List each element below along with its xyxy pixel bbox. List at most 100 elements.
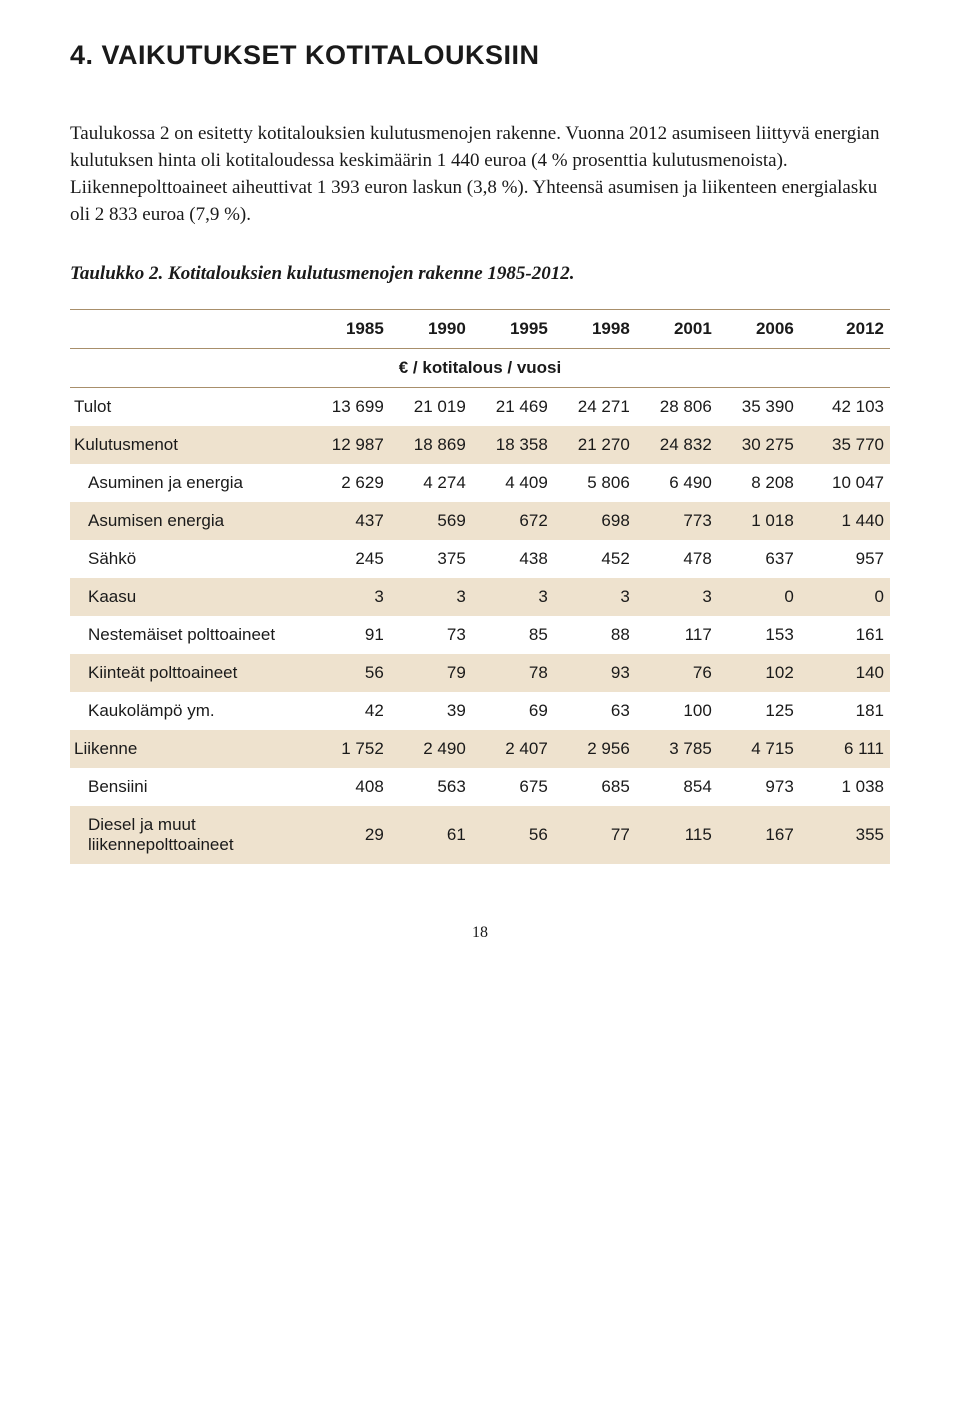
table-row: Kulutusmenot12 98718 86918 35821 27024 8… — [70, 426, 890, 464]
table-row: Asumisen energia4375696726987731 0181 44… — [70, 502, 890, 540]
cell-value: 773 — [636, 502, 718, 540]
cell-value: 18 358 — [472, 426, 554, 464]
cell-value: 91 — [308, 616, 390, 654]
row-label: Tulot — [70, 387, 308, 426]
cell-value: 21 469 — [472, 387, 554, 426]
table-row: Sähkö245375438452478637957 — [70, 540, 890, 578]
table-row: Asuminen ja energia2 6294 2744 4095 8066… — [70, 464, 890, 502]
cell-value: 93 — [554, 654, 636, 692]
cell-value: 8 208 — [718, 464, 800, 502]
year-col: 1985 — [308, 309, 390, 348]
cell-value: 63 — [554, 692, 636, 730]
cell-value: 79 — [390, 654, 472, 692]
cell-value: 3 — [636, 578, 718, 616]
cell-value: 42 103 — [800, 387, 890, 426]
cell-value: 6 490 — [636, 464, 718, 502]
table-row: Liikenne1 7522 4902 4072 9563 7854 7156 … — [70, 730, 890, 768]
cell-value: 21 270 — [554, 426, 636, 464]
cell-value: 78 — [472, 654, 554, 692]
year-col: 2012 — [800, 309, 890, 348]
cell-value: 2 490 — [390, 730, 472, 768]
cell-value: 102 — [718, 654, 800, 692]
cell-value: 698 — [554, 502, 636, 540]
cell-value: 0 — [718, 578, 800, 616]
cell-value: 3 — [308, 578, 390, 616]
cell-value: 5 806 — [554, 464, 636, 502]
cell-value: 85 — [472, 616, 554, 654]
year-col: 2001 — [636, 309, 718, 348]
year-col: 1995 — [472, 309, 554, 348]
table-header-row: 1985 1990 1995 1998 2001 2006 2012 — [70, 309, 890, 348]
cell-value: 56 — [472, 806, 554, 864]
cell-value: 21 019 — [390, 387, 472, 426]
year-col: 1998 — [554, 309, 636, 348]
row-label: Diesel ja muut liikennepolttoaineet — [70, 806, 308, 864]
cell-value: 18 869 — [390, 426, 472, 464]
cell-value: 30 275 — [718, 426, 800, 464]
cell-value: 161 — [800, 616, 890, 654]
cell-value: 2 407 — [472, 730, 554, 768]
cell-value: 117 — [636, 616, 718, 654]
cell-value: 0 — [800, 578, 890, 616]
cell-value: 3 — [390, 578, 472, 616]
page-container: 4. VAIKUTUKSET KOTITALOUKSIIN Taulukossa… — [0, 0, 960, 972]
cell-value: 437 — [308, 502, 390, 540]
cell-value: 4 409 — [472, 464, 554, 502]
row-label: Kaukolämpö ym. — [70, 692, 308, 730]
cell-value: 375 — [390, 540, 472, 578]
cell-value: 100 — [636, 692, 718, 730]
row-label: Nestemäiset polttoaineet — [70, 616, 308, 654]
table-row: Kaasu3333300 — [70, 578, 890, 616]
cell-value: 76 — [636, 654, 718, 692]
page-number: 18 — [70, 924, 890, 942]
cell-value: 2 629 — [308, 464, 390, 502]
cell-value: 675 — [472, 768, 554, 806]
cell-value: 29 — [308, 806, 390, 864]
row-label: Kiinteät polttoaineet — [70, 654, 308, 692]
intro-paragraph: Taulukossa 2 on esitetty kotitalouksien … — [70, 121, 890, 229]
row-label: Kaasu — [70, 578, 308, 616]
table-caption: Taulukko 2. Kotitalouksien kulutusmenoje… — [70, 263, 890, 285]
table-row: Bensiini4085636756858549731 038 — [70, 768, 890, 806]
cell-value: 245 — [308, 540, 390, 578]
row-label: Liikenne — [70, 730, 308, 768]
cell-value: 61 — [390, 806, 472, 864]
cell-value: 3 — [472, 578, 554, 616]
cell-value: 1 018 — [718, 502, 800, 540]
table-row: Diesel ja muut liikennepolttoaineet29615… — [70, 806, 890, 864]
cell-value: 685 — [554, 768, 636, 806]
table-corner-cell — [70, 309, 308, 348]
cell-value: 35 770 — [800, 426, 890, 464]
cell-value: 973 — [718, 768, 800, 806]
data-table: 1985 1990 1995 1998 2001 2006 2012 € / k… — [70, 309, 890, 864]
cell-value: 4 274 — [390, 464, 472, 502]
table-row: Kaukolämpö ym.42396963100125181 — [70, 692, 890, 730]
unit-label: € / kotitalous / vuosi — [70, 348, 890, 387]
cell-value: 10 047 — [800, 464, 890, 502]
cell-value: 153 — [718, 616, 800, 654]
cell-value: 24 832 — [636, 426, 718, 464]
row-label: Asuminen ja energia — [70, 464, 308, 502]
year-col: 2006 — [718, 309, 800, 348]
cell-value: 1 440 — [800, 502, 890, 540]
cell-value: 69 — [472, 692, 554, 730]
cell-value: 438 — [472, 540, 554, 578]
cell-value: 73 — [390, 616, 472, 654]
cell-value: 115 — [636, 806, 718, 864]
row-label: Bensiini — [70, 768, 308, 806]
cell-value: 3 — [554, 578, 636, 616]
cell-value: 452 — [554, 540, 636, 578]
cell-value: 672 — [472, 502, 554, 540]
cell-value: 42 — [308, 692, 390, 730]
cell-value: 140 — [800, 654, 890, 692]
row-label: Kulutusmenot — [70, 426, 308, 464]
cell-value: 39 — [390, 692, 472, 730]
cell-value: 355 — [800, 806, 890, 864]
cell-value: 181 — [800, 692, 890, 730]
cell-value: 563 — [390, 768, 472, 806]
cell-value: 637 — [718, 540, 800, 578]
row-label: Asumisen energia — [70, 502, 308, 540]
cell-value: 957 — [800, 540, 890, 578]
cell-value: 35 390 — [718, 387, 800, 426]
cell-value: 3 785 — [636, 730, 718, 768]
